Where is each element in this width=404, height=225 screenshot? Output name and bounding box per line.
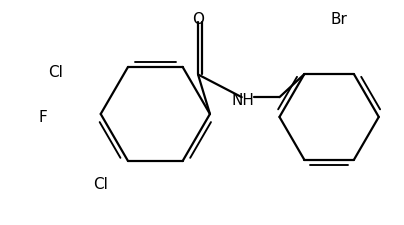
- Text: F: F: [39, 110, 48, 125]
- Text: Br: Br: [330, 12, 347, 27]
- Text: Cl: Cl: [93, 176, 108, 191]
- Text: O: O: [192, 12, 204, 27]
- Text: NH: NH: [231, 92, 254, 107]
- Text: Cl: Cl: [48, 65, 63, 80]
